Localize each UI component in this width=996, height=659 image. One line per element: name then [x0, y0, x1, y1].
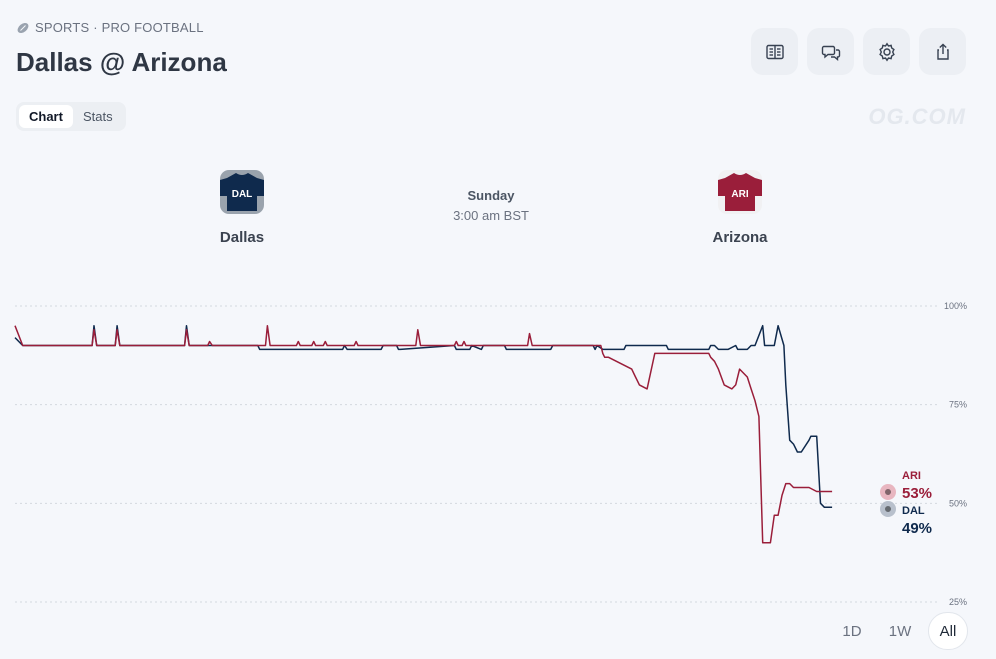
site-watermark: OG.COM	[868, 104, 966, 129]
tab-chart[interactable]: Chart	[19, 105, 73, 128]
comments-button[interactable]	[807, 28, 854, 75]
range-1w-button[interactable]: 1W	[888, 622, 912, 640]
y-tick-label: 25%	[949, 597, 967, 607]
win-probability-chart: 100% 75% 50% 25%	[14, 301, 967, 607]
y-tick-label: 100%	[944, 301, 967, 311]
gear-icon	[878, 42, 895, 61]
away-team: ARI Arizona	[680, 170, 800, 246]
y-tick-label: 50%	[949, 498, 967, 508]
tab-stats[interactable]: Stats	[82, 109, 113, 124]
home-abbr: DAL	[232, 189, 253, 200]
share-icon	[936, 43, 949, 60]
dallas-jersey-icon: DAL	[220, 170, 264, 214]
game-day: Sunday	[467, 188, 515, 203]
dal-label: DAL	[902, 505, 925, 517]
away-team-name: Arizona	[712, 229, 768, 246]
toolbar	[751, 28, 966, 75]
game-time: 3:00 am BST	[453, 208, 529, 223]
book-icon	[765, 44, 784, 59]
range-1d-button[interactable]: 1D	[842, 622, 862, 640]
arizona-jersey-icon: ARI	[718, 170, 762, 214]
series-line-dal	[14, 324, 833, 509]
ari-marker	[880, 484, 896, 500]
away-abbr: ARI	[731, 189, 748, 200]
home-team: DAL Dallas	[182, 170, 302, 246]
football-icon	[17, 22, 29, 33]
view-tabs: Chart Stats	[16, 102, 126, 131]
series-line-ari	[14, 324, 833, 544]
breadcrumb-text: SPORTS · PRO FOOTBALL	[35, 20, 204, 35]
ari-percent: 53%	[902, 485, 933, 502]
y-tick-label: 75%	[949, 400, 967, 410]
breadcrumb: SPORTS · PRO FOOTBALL	[16, 20, 204, 35]
settings-button[interactable]	[863, 28, 910, 75]
game-info: Sunday 3:00 am BST	[391, 188, 591, 223]
chat-bubbles-icon	[821, 45, 840, 61]
home-team-name: Dallas	[219, 229, 265, 246]
time-range-selector: 1D 1W All	[832, 612, 968, 650]
ari-label: ARI	[902, 470, 921, 482]
share-button[interactable]	[919, 28, 966, 75]
dal-percent: 49%	[902, 520, 933, 537]
dal-marker	[880, 501, 896, 517]
range-all-button[interactable]: All	[928, 612, 968, 650]
page-title: Dallas @ Arizona	[16, 47, 227, 77]
rules-button[interactable]	[751, 28, 798, 75]
